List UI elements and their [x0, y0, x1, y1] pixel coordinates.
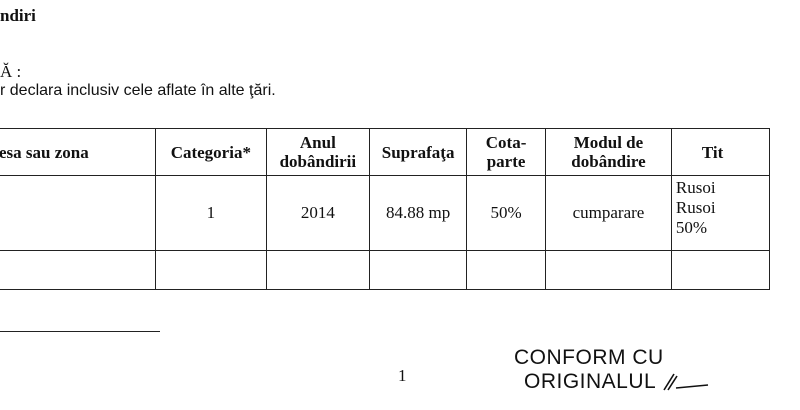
conform-stamp: CONFORM CU ORIGINALUL: [514, 346, 712, 394]
stamp-line: CONFORM CU: [514, 346, 664, 369]
owner-line: Rusoi: [675, 178, 716, 197]
cell-year: 2014: [265, 175, 371, 251]
header-acquisition-mode: Modul de dobândire: [545, 128, 672, 176]
cell-empty: [466, 250, 547, 290]
cell-empty: [265, 250, 371, 290]
signature-icon: [663, 373, 708, 391]
table-row: 1 2014 84.88 mp 50% cumparare Rusoi Ruso…: [0, 175, 771, 251]
cell-address: [0, 175, 157, 251]
cell-owner: Rusoi Rusoi 50%: [670, 175, 771, 251]
header-year: Anul dobândirii: [265, 128, 371, 176]
table-row: [0, 250, 771, 290]
owner-line: Rusoi: [675, 198, 716, 217]
section-heading: ndiri: [0, 6, 36, 25]
property-table: esa sau zona Categoria* Anul dobândirii …: [0, 128, 771, 290]
cell-area: 84.88 mp: [369, 175, 468, 251]
header-category: Categoria*: [155, 128, 267, 176]
stamp-text: ORIGINALUL: [524, 370, 656, 393]
header-owner: Tit: [670, 128, 771, 176]
owner-line: 50%: [675, 218, 708, 237]
cell-share: 50%: [466, 175, 547, 251]
cell-empty: [369, 250, 468, 290]
header-area: Suprafaţa: [369, 128, 468, 176]
header-share: Cota-parte: [466, 128, 547, 176]
page-number: 1: [398, 366, 407, 385]
instruction-text: r declara inclusiv cele aflate în alte ţ…: [0, 82, 276, 99]
header-address: esa sau zona: [0, 128, 157, 176]
cell-empty: [0, 250, 157, 290]
cell-empty: [670, 250, 771, 290]
table-header-row: esa sau zona Categoria* Anul dobândirii …: [0, 128, 771, 176]
cell-empty: [545, 250, 672, 290]
section-label: Ă :: [0, 62, 22, 81]
footnote-divider: [0, 331, 160, 332]
stamp-line: ORIGINALUL: [514, 370, 712, 394]
cell-category: 1: [155, 175, 267, 251]
cell-acquisition-mode: cumparare: [545, 175, 672, 251]
cell-empty: [155, 250, 267, 290]
